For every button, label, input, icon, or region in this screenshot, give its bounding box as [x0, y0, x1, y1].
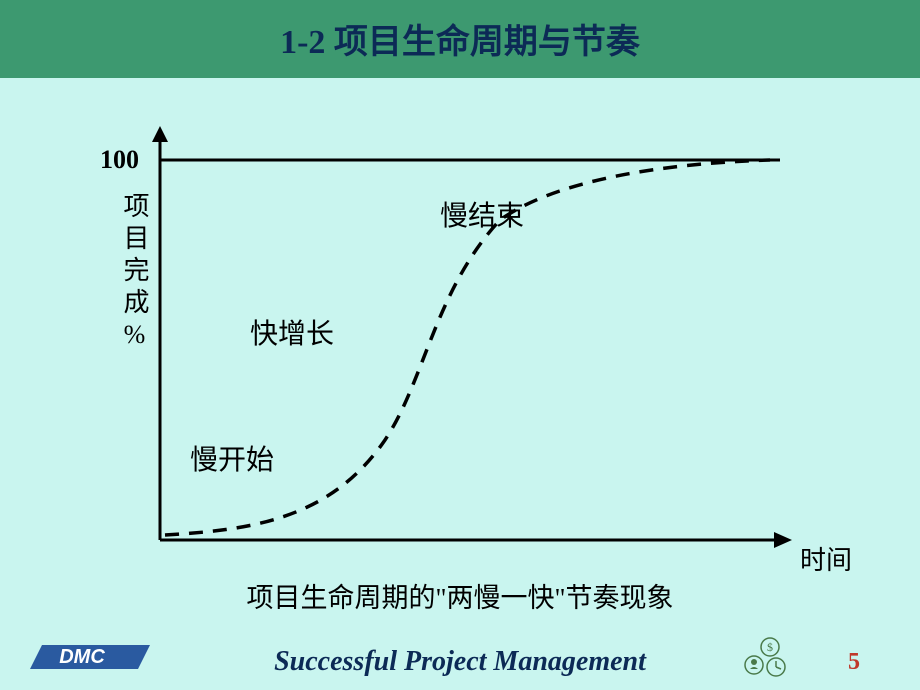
footer-decor-icon: $ [740, 635, 790, 684]
footer: DMC Successful Project Management $ 5 [0, 630, 920, 690]
page-number: 5 [848, 649, 860, 676]
svg-text:$: $ [767, 640, 773, 654]
x-axis-arrow-icon [774, 532, 792, 548]
slide-title: 1-2 项目生命周期与节奏 [280, 24, 640, 61]
slide: 1-2 项目生命周期与节奏 100 项目完成% 时间 慢开始 快增长 慢结束 项… [0, 0, 920, 690]
y-axis-arrow-icon [152, 126, 168, 142]
y-max-label: 100 [100, 145, 139, 175]
title-bar: 1-2 项目生命周期与节奏 [0, 0, 920, 78]
label-fast-growth: 快增长 [250, 312, 334, 352]
chart-caption: 项目生命周期的"两慢一快"节奏现象 [0, 576, 920, 615]
label-slow-end: 慢结束 [440, 194, 524, 234]
x-axis-title: 时间 [800, 540, 852, 577]
label-slow-start: 慢开始 [190, 438, 274, 478]
y-axis-title: 项目完成% [116, 192, 153, 355]
